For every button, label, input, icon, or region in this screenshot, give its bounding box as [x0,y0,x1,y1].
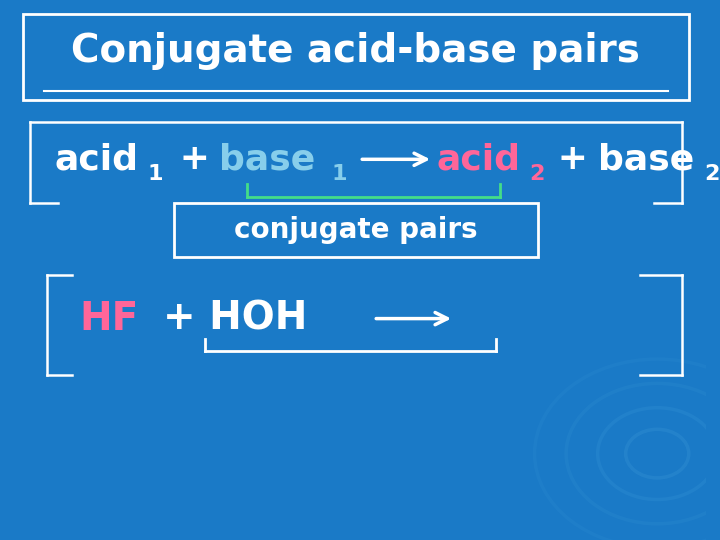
Text: 1: 1 [147,164,163,185]
Text: acid: acid [436,143,521,176]
Text: + HOH: + HOH [163,300,307,338]
Text: +: + [545,143,600,176]
FancyBboxPatch shape [23,14,689,100]
Text: base: base [219,143,315,176]
FancyBboxPatch shape [174,202,538,256]
Text: +: + [166,143,222,176]
Text: base: base [598,143,694,176]
Text: Conjugate acid-base pairs: Conjugate acid-base pairs [71,32,640,70]
Text: HF: HF [79,300,138,338]
Text: acid: acid [55,143,138,176]
Text: 2: 2 [704,164,719,185]
Text: 1: 1 [331,164,347,185]
Text: conjugate pairs: conjugate pairs [234,215,477,244]
Text: 2: 2 [529,164,544,185]
